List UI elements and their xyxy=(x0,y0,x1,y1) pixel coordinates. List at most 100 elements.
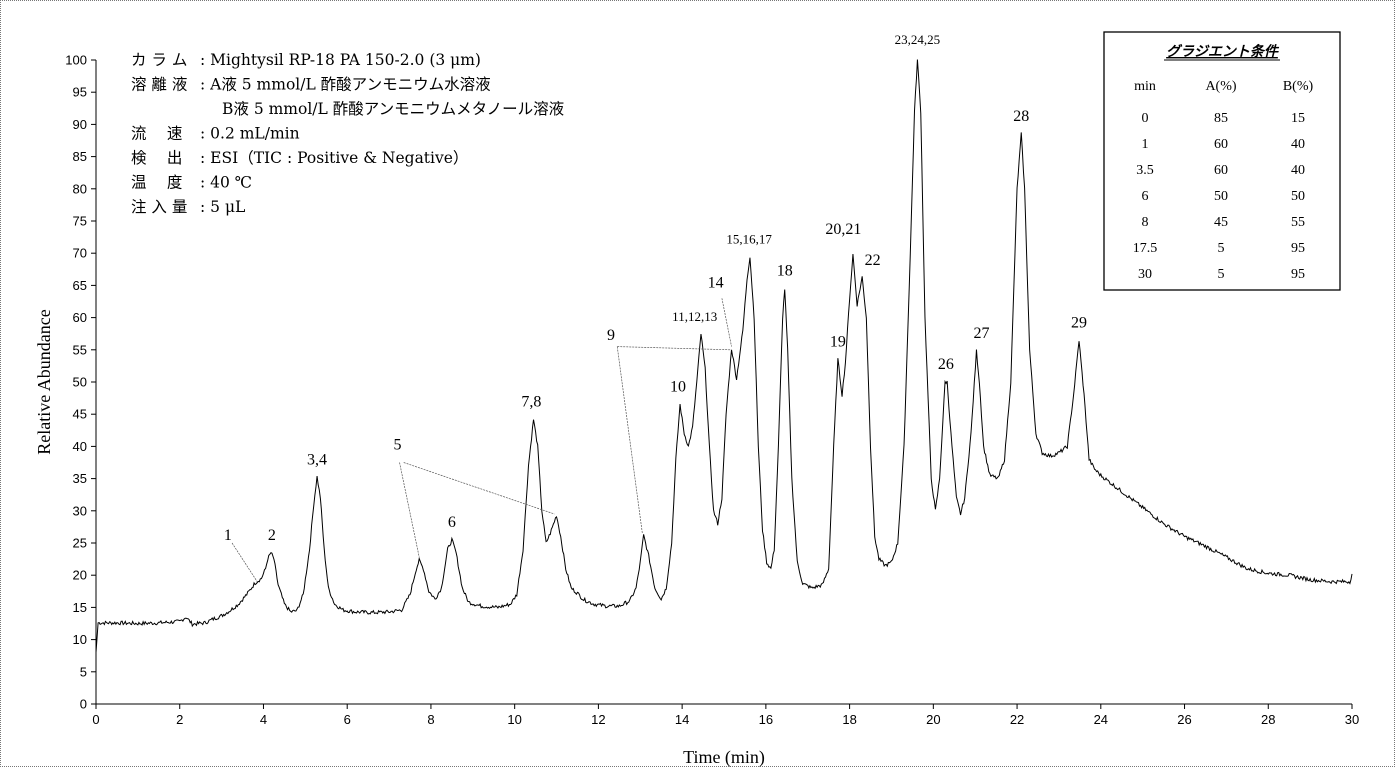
y-tick-label: 10 xyxy=(73,632,87,647)
peak-label: 29 xyxy=(1071,314,1087,331)
gradient-table-header: B(%) xyxy=(1283,79,1314,94)
axes: 0 2 4 6 8 10 12 14 16 18 20 22 24 26 28 300510152025303… xyxy=(65,53,1359,728)
x-tick-label: 0 xyxy=(92,712,99,727)
leader-line xyxy=(617,346,731,351)
gradient-table-cell: 45 xyxy=(1214,215,1228,230)
gradient-table-cell: 5 xyxy=(1218,267,1225,282)
gradient-table-cell: 50 xyxy=(1291,189,1305,204)
y-tick-label: 45 xyxy=(73,407,87,422)
x-tick-label: 30 xyxy=(1345,712,1359,727)
y-tick-label: 5 xyxy=(80,664,87,679)
condition-value: : 0.2 mL/min xyxy=(200,125,300,143)
y-tick-label: 30 xyxy=(73,503,87,518)
gradient-table-cell: 15 xyxy=(1291,111,1305,126)
x-tick-label: 18 xyxy=(842,712,856,727)
gradient-table-cell: 60 xyxy=(1214,137,1228,152)
gradient-table-cell: 60 xyxy=(1214,163,1228,178)
y-tick-label: 15 xyxy=(73,600,87,615)
peak-label: 22 xyxy=(865,252,881,269)
gradient-table-cell: 6 xyxy=(1142,189,1149,204)
peak-label: 20,21 xyxy=(825,221,861,238)
x-tick-label: 20 xyxy=(926,712,940,727)
leader-line xyxy=(721,298,732,347)
peak-label: 3,4 xyxy=(307,451,327,468)
condition-value: : 5 μL xyxy=(200,198,245,216)
y-tick-label: 35 xyxy=(73,471,87,486)
gradient-table-header: A(%) xyxy=(1205,79,1236,94)
y-tick-label: 50 xyxy=(73,375,87,390)
trace-layer xyxy=(95,59,1353,653)
gradient-table-title: グラジエント条件 xyxy=(1166,43,1280,60)
peak-label: 7,8 xyxy=(521,393,541,410)
gradient-table-header: min xyxy=(1134,79,1156,94)
conditions-block: カ ラ ム : Mightysil RP-18 PA 150-2.0 (3 μm)… xyxy=(131,51,564,216)
y-tick-label: 75 xyxy=(73,214,87,229)
gradient-table-cell: 40 xyxy=(1291,163,1305,178)
gradient-table-cell: 1 xyxy=(1142,137,1149,152)
peak-label: 15,16,17 xyxy=(726,232,772,247)
x-tick-label: 22 xyxy=(1010,712,1024,727)
condition-label: 検 出 xyxy=(131,149,182,167)
x-tick-label: 12 xyxy=(591,712,605,727)
leader-line xyxy=(403,462,555,515)
tic-trace xyxy=(95,59,1353,653)
gradient-table-cell: 95 xyxy=(1291,267,1305,282)
peak-label: 1 xyxy=(224,527,232,544)
condition-value: : Mightysil RP-18 PA 150-2.0 (3 μm) xyxy=(200,51,481,69)
peak-label: 28 xyxy=(1013,108,1029,125)
peak-label: 11,12,13 xyxy=(672,309,717,324)
gradient-table-cell: 3.5 xyxy=(1136,163,1154,178)
y-tick-label: 55 xyxy=(73,342,87,357)
x-tick-label: 6 xyxy=(344,712,351,727)
condition-label: 注 入 量 xyxy=(131,198,187,216)
gradient-table-cell: 55 xyxy=(1291,215,1305,230)
peak-labels: 1 2 3,4 5 6 7,8 9 10 11,12,13 14 15,16,17 18 19 20,21… xyxy=(224,32,1087,544)
peak-label: 18 xyxy=(777,263,793,280)
peak-label: 2 xyxy=(268,527,276,544)
y-tick-label: 100 xyxy=(65,53,87,68)
x-tick-label: 14 xyxy=(675,712,689,727)
gradient-table-cell: 85 xyxy=(1214,111,1228,126)
y-tick-label: 95 xyxy=(73,85,87,100)
leader-lines xyxy=(231,298,732,582)
peak-label: 9 xyxy=(607,327,615,344)
y-tick-label: 25 xyxy=(73,536,87,551)
x-tick-label: 2 xyxy=(176,712,183,727)
condition-label: 温 度 xyxy=(131,174,182,192)
peak-label: 5 xyxy=(393,437,401,454)
condition-value: : 40 ℃ xyxy=(200,174,252,192)
condition-label: 溶 離 液 xyxy=(131,76,187,94)
condition-label: カ ラ ム xyxy=(131,51,187,69)
x-tick-label: 16 xyxy=(759,712,773,727)
peak-label: 6 xyxy=(448,514,456,531)
gradient-table-cell: 30 xyxy=(1138,267,1152,282)
gradient-table-cell: 95 xyxy=(1291,241,1305,256)
y-tick-label: 80 xyxy=(73,181,87,196)
peak-label: 26 xyxy=(938,356,954,373)
peak-label: 19 xyxy=(830,334,846,351)
condition-value: : A液 5 mmol/L 酢酸アンモニウム水溶液 xyxy=(200,76,491,94)
gradient-table-box xyxy=(1103,31,1341,291)
gradient-table-cell: 50 xyxy=(1214,189,1228,204)
peak-label: 14 xyxy=(708,274,724,291)
condition-value: B液 5 mmol/L 酢酸アンモニウムメタノール溶液 xyxy=(222,100,564,118)
peak-label: 27 xyxy=(973,325,989,342)
y-tick-label: 70 xyxy=(73,246,87,261)
x-tick-label: 28 xyxy=(1261,712,1275,727)
y-tick-label: 20 xyxy=(73,568,87,583)
x-tick-label: 8 xyxy=(427,712,434,727)
x-tick-label: 24 xyxy=(1094,712,1108,727)
leader-line xyxy=(231,542,258,582)
gradient-table-cell: 0 xyxy=(1142,111,1149,126)
peak-label: 10 xyxy=(670,379,686,396)
y-axis-title: Relative Abundance xyxy=(34,309,54,454)
peak-label: 23,24,25 xyxy=(895,32,941,47)
x-tick-label: 4 xyxy=(260,712,267,727)
gradient-table-cell: 17.5 xyxy=(1133,241,1158,256)
leader-line xyxy=(399,462,420,558)
leader-line xyxy=(616,346,643,534)
y-tick-label: 85 xyxy=(73,149,87,164)
